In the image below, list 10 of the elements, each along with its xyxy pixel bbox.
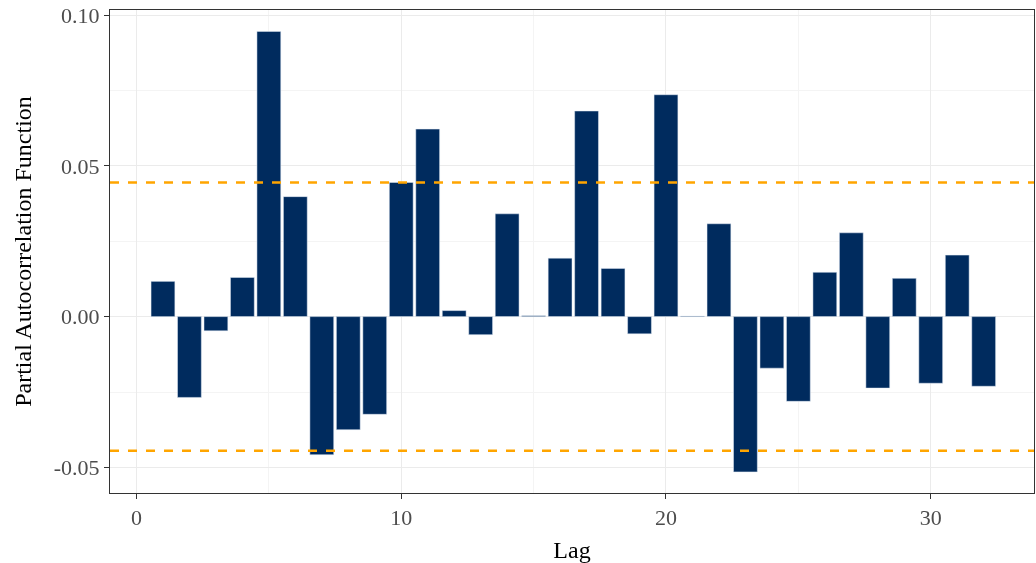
x-axis-title: Lag [553, 537, 591, 563]
x-tick-label: 20 [654, 505, 677, 531]
x-tick-label: 10 [390, 505, 413, 531]
y-tick-label: -0.05 [53, 455, 100, 481]
y-tick-label: 0.10 [61, 2, 100, 28]
y-tick-label: 0.05 [61, 153, 100, 179]
y-tick-label: 0.00 [61, 304, 100, 330]
y-axis-title: Partial Autocorrelation Function [9, 96, 36, 407]
x-tick-label: 0 [130, 505, 142, 531]
x-tick-label: 30 [919, 505, 942, 531]
